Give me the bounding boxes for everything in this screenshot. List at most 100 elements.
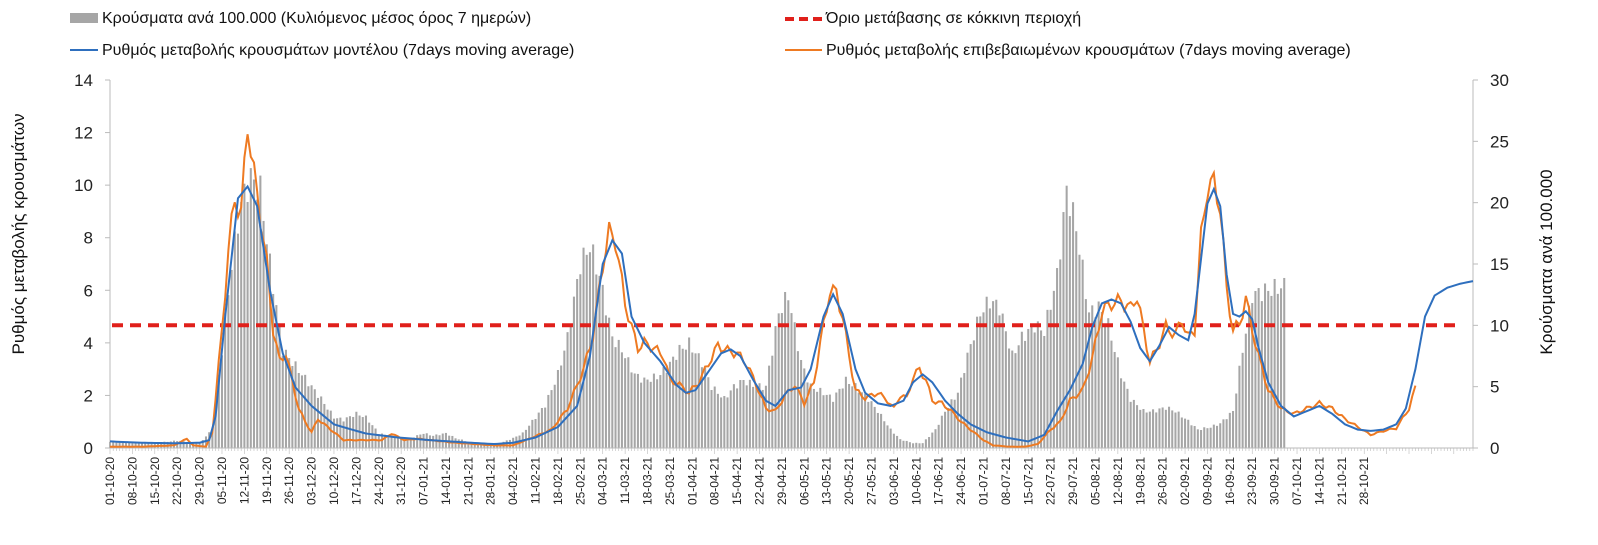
bar (953, 399, 956, 448)
bar (1004, 331, 1007, 448)
bar (934, 429, 937, 448)
bar (224, 314, 227, 448)
bar (560, 365, 563, 448)
bar (553, 384, 556, 448)
bar (1014, 353, 1017, 448)
bar (867, 401, 870, 448)
bar (1155, 412, 1158, 448)
x-tick-label: 24-06-21 (954, 457, 968, 505)
bar (992, 301, 995, 448)
bar (982, 312, 985, 448)
bar (403, 438, 406, 448)
bar (400, 437, 403, 448)
bar (921, 443, 924, 448)
bar (1254, 290, 1257, 448)
y-left-tick-label: 0 (84, 439, 93, 458)
bar (259, 175, 262, 448)
bar (364, 415, 367, 448)
bar (947, 407, 950, 448)
x-tick-label: 07-10-21 (1290, 457, 1304, 505)
bar (579, 274, 582, 448)
x-tick-label: 22-10-20 (170, 457, 184, 505)
bar (1184, 418, 1187, 448)
bar (416, 435, 419, 448)
bar (1091, 305, 1094, 448)
bar (384, 434, 387, 448)
bar (307, 386, 310, 448)
bar (137, 442, 140, 448)
bars-series (108, 168, 1286, 449)
bar (371, 425, 374, 448)
bar (316, 397, 319, 448)
y-right-tick-label: 30 (1490, 71, 1509, 90)
bar (768, 365, 771, 448)
bar (300, 375, 303, 448)
x-tick-label: 03-06-21 (887, 457, 901, 505)
bar (556, 369, 559, 448)
x-tick-label: 10-06-21 (909, 457, 923, 505)
bar (1107, 318, 1110, 448)
bar (928, 437, 931, 448)
bar (1264, 283, 1267, 448)
bar (115, 442, 118, 448)
bar (348, 416, 351, 448)
bar (1020, 331, 1023, 448)
bar (144, 443, 147, 448)
x-tick-label: 06-05-21 (797, 457, 811, 505)
x-tick-label: 14-01-21 (439, 457, 453, 505)
x-tick-label: 08-10-20 (125, 457, 139, 505)
bar (832, 401, 835, 448)
bar (1017, 345, 1020, 448)
bar (1251, 303, 1254, 448)
bar (1100, 311, 1103, 448)
bar (1084, 299, 1087, 448)
x-tick-label: 22-07-21 (1044, 457, 1058, 505)
y-left-tick-label: 12 (74, 124, 93, 143)
bar (1219, 423, 1222, 448)
bar (288, 358, 291, 448)
bar (268, 253, 271, 448)
bar (291, 365, 294, 448)
bar (432, 435, 435, 448)
bar (214, 401, 217, 448)
bar (838, 388, 841, 448)
bar (697, 353, 700, 448)
x-tick-label: 04-02-21 (506, 457, 520, 505)
bar (492, 444, 495, 448)
bar (716, 393, 719, 448)
bar (857, 392, 860, 448)
x-tick-label: 08-07-21 (999, 457, 1013, 505)
x-tick-label: 04-03-21 (596, 457, 610, 505)
bar (396, 437, 399, 448)
bar (864, 393, 867, 448)
bar (985, 296, 988, 448)
bar (873, 406, 876, 448)
bar (684, 349, 687, 448)
bar (825, 394, 828, 448)
bar (963, 373, 966, 448)
bar (310, 385, 313, 448)
bar (764, 385, 767, 448)
bar (694, 353, 697, 448)
bar (1283, 277, 1286, 448)
bar (1270, 295, 1273, 448)
bar (227, 295, 230, 448)
x-tick-label: 26-11-20 (282, 457, 296, 504)
bar (899, 439, 902, 448)
bar (1158, 408, 1161, 448)
bar (1033, 332, 1036, 448)
y-left-tick-label: 4 (84, 334, 93, 353)
bar (201, 440, 204, 448)
bar (1152, 409, 1155, 448)
bar (736, 388, 739, 448)
x-tick-label: 26-08-21 (1156, 457, 1170, 505)
y-left-tick-label: 10 (74, 176, 93, 195)
x-tick-label: 22-04-21 (753, 457, 767, 505)
y-right-axis-title: Κρούσματα ανά 100.000 (1537, 169, 1556, 354)
bar (950, 399, 953, 448)
bar (1248, 305, 1251, 448)
bar (483, 445, 486, 448)
bar (835, 392, 838, 448)
bar (1177, 411, 1180, 448)
bar (995, 299, 998, 448)
